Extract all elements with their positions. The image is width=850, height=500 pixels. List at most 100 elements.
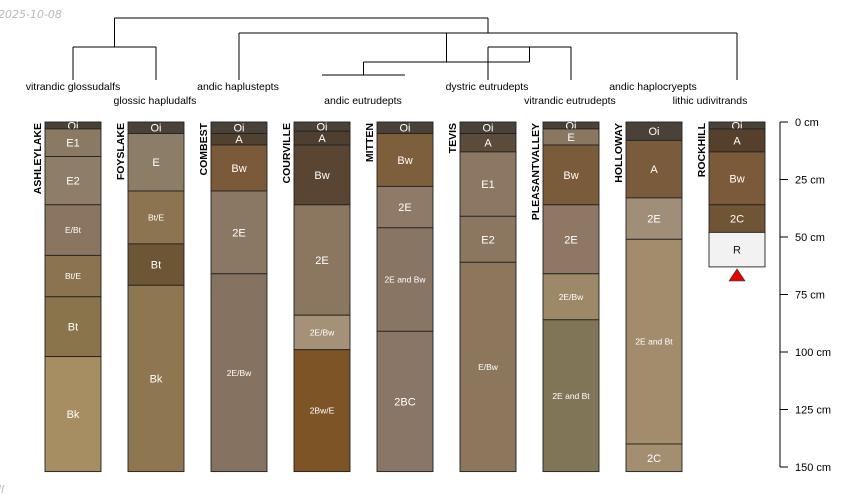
profile-name-label: ASHLEYLAKE (32, 123, 44, 194)
horizon-holloway-4 (625, 443, 683, 473)
profile-combest: OiA Bw 2E 2E/Bw COMBEST (198, 121, 268, 473)
horizon-label: A (733, 135, 741, 147)
horizon-combest-3 (210, 190, 268, 275)
horizon-combest-4 (210, 273, 268, 473)
horizon-label: E/Bt (65, 225, 82, 235)
profile-name-label: HOLLOWAY (613, 123, 625, 183)
horizon-label: Oi (649, 126, 660, 138)
horizon-label: A (650, 164, 658, 176)
horizon-label: Bt (151, 260, 161, 272)
profile-mitten: Oi Bw 2E 2E and Bw 2BC MITTEN (364, 121, 434, 473)
profile-foyslake: Oi E Bt/E Bt Bk FOYSLAKE (115, 121, 185, 473)
horizon-mitten-1 (376, 133, 434, 187)
profile-name-label: PLEASANTVALLEY (530, 123, 542, 220)
horizon-label: Bw (729, 173, 744, 185)
horizon-label: E (567, 132, 574, 144)
horizon-label: 2E (398, 202, 411, 214)
depth-tick-label: 75 cm (795, 290, 825, 302)
horizon-label: Oi (68, 120, 79, 132)
horizon-label: Oi (317, 122, 328, 134)
horizon-mitten-4 (376, 330, 434, 473)
taxa-label: vitrandic eutrudepts (524, 95, 616, 107)
horizon-label: Bw (563, 170, 578, 182)
profile-name-label: FOYSLAKE (115, 123, 127, 180)
horizon-label: E/Bw (478, 362, 499, 372)
horizon-label: Oi (400, 123, 411, 135)
profile-rockhill: Oi A Bw 2C R ROCKHILL (696, 120, 766, 282)
horizon-ashleylake-5 (44, 296, 102, 358)
horizon-label: E1 (66, 138, 79, 150)
horizon-label: R (733, 245, 741, 257)
horizon-label: 2E/Bw (227, 368, 252, 378)
dendrogram (72, 17, 738, 80)
horizon-label: Bk (150, 373, 163, 385)
horizon-label: E2 (66, 176, 79, 188)
profile-ashleylake: Oi E1 E2 E/Bt Bt/E Bt Bk ASHLEYLAKE (32, 120, 102, 473)
profile-name-label: COURVILLE (281, 123, 293, 183)
profile-pleasantvalley: OiE Bw 2E 2E/Bw 2E and Bt PLEASANTVALLEY (530, 120, 600, 473)
horizon-courville-3 (293, 204, 351, 316)
horizon-label: 2E and Bw (384, 275, 426, 285)
horizon-pleasantvalley-5 (542, 319, 600, 473)
horizon-foyslake-1 (127, 133, 185, 192)
horizon-label: Bt/E (148, 213, 164, 223)
horizon-courville-2 (293, 144, 351, 206)
horizon-pleasantvalley-4 (542, 273, 600, 321)
horizon-label: A (318, 133, 326, 145)
horizon-combest-2 (210, 144, 268, 192)
horizon-courville-4 (293, 314, 351, 351)
horizon-rockhill-4 (708, 231, 766, 268)
profile-tevis: Oi A E1 E2 E/Bw TEVIS (447, 121, 517, 473)
horizon-label: 2BC (394, 396, 415, 408)
horizon-foyslake-2 (127, 190, 185, 245)
horizon-label: 2E (647, 214, 660, 226)
horizon-label: E2 (481, 234, 494, 246)
horizon-label: Oi (151, 123, 162, 135)
horizon-ashleylake-4 (44, 254, 102, 298)
depth-tick-label: 125 cm (795, 405, 831, 417)
depth-tick-label: 50 cm (795, 232, 825, 244)
horizon-label: Oi (483, 123, 494, 135)
horizon-label: 2E/Bw (310, 328, 335, 338)
profile-holloway: Oi A 2E 2E and Bt 2C HOLLOWAY (613, 121, 683, 473)
contact-marker-icon (728, 268, 746, 282)
horizon-ashleylake-6 (44, 356, 102, 473)
depth-axis: 0 cm 25 cm 50 cm 75 cm 100 cm 125 cm 150 cm (779, 117, 831, 474)
horizon-courville-5 (293, 349, 351, 473)
corner-bottom-text: ll (0, 483, 4, 496)
horizon-tevis-3 (459, 215, 517, 263)
horizon-label: 2E/Bw (559, 292, 584, 302)
depth-tick-label: 100 cm (795, 347, 831, 359)
horizon-label: E1 (481, 179, 494, 191)
horizon-label: Bt (68, 322, 78, 334)
taxa-label: lithic udivitrands (673, 95, 748, 107)
horizon-label: 2E (232, 227, 245, 239)
horizon-foyslake-3 (127, 243, 185, 286)
horizon-label: Bk (67, 409, 80, 421)
horizon-foyslake-4 (127, 284, 185, 473)
horizon-label: A (235, 134, 243, 146)
horizon-tevis-4 (459, 261, 517, 473)
horizon-label: 2E (315, 255, 328, 267)
taxa-label: andic eutrudepts (324, 95, 402, 107)
horizon-label: 2E and Bt (635, 337, 673, 347)
horizon-label: Bw (397, 155, 412, 167)
horizon-label: 2C (730, 214, 744, 226)
taxa-label: glossic hapludalfs (114, 95, 197, 107)
horizon-mitten-2 (376, 185, 434, 229)
depth-tick-label: 150 cm (795, 462, 831, 474)
horizon-label: 2C (647, 453, 661, 465)
horizon-label: 2E (564, 234, 577, 246)
horizon-holloway-1 (625, 139, 683, 199)
profile-name-label: MITTEN (364, 123, 376, 162)
horizon-ashleylake-2 (44, 156, 102, 206)
horizon-label: Oi (732, 120, 743, 132)
horizon-label: Bw (231, 163, 246, 175)
profile-courville: OiA Bw 2E 2E/Bw 2Bw/E COURVILLE (281, 121, 351, 473)
horizon-label: Bw (314, 170, 329, 182)
taxa-label: andic haplustepts (197, 81, 279, 93)
taxa-label: andic haplocryepts (609, 81, 697, 93)
